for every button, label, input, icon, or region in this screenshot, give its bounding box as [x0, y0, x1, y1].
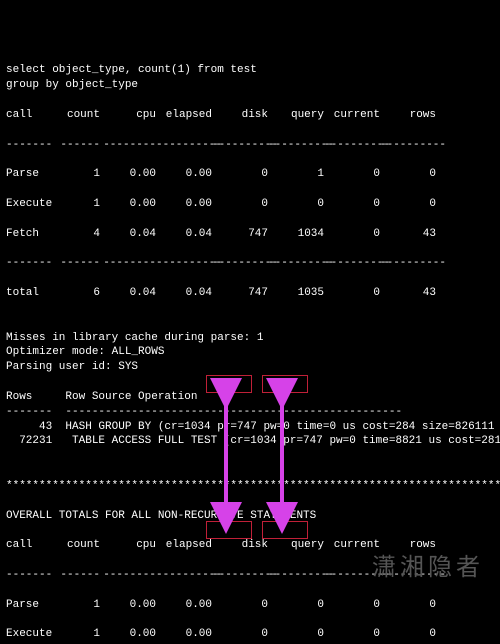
t1-exec: Execute10.000.000000: [6, 197, 494, 212]
watermark-signature: 潇湘隐者: [372, 552, 484, 584]
terminal-screen: { "sql":{"l1":"select object_type, count…: [0, 0, 500, 644]
t1-parse: Parse10.000.000100: [6, 167, 494, 182]
table1-header: callcountcpuelapseddiskquerycurrentrows: [6, 108, 494, 123]
rso-row-1: 43 HASH GROUP BY (cr=1034 pr=747 pw=0 ti…: [6, 421, 500, 433]
parsing-uid-line: Parsing user id: SYS: [6, 361, 138, 373]
rso-row-2: 72231 TABLE ACCESS FULL TEST (cr=1034 pr…: [6, 435, 500, 447]
t1-sep2: ----------------------------------------…: [6, 256, 494, 271]
t1-total: total60.040.047471035043: [6, 286, 494, 301]
table1-sep: ----------------------------------------…: [6, 138, 494, 153]
rso-title: Rows Row Source Operation: [6, 391, 197, 403]
rso-dash: ------- --------------------------------…: [6, 406, 402, 418]
optimizer-line: Optimizer mode: ALL_ROWS: [6, 346, 164, 358]
t1-fetch: Fetch40.040.047471034043: [6, 227, 494, 242]
section2-title: OVERALL TOTALS FOR ALL NON-RECURSIVE STA…: [6, 510, 316, 522]
star-sep-1: ****************************************…: [6, 480, 500, 492]
misses-line: Misses in library cache during parse: 1: [6, 332, 263, 344]
t2-exec: Execute10.000.000000: [6, 627, 494, 642]
sql-line-1: select object_type, count(1) from test: [6, 64, 257, 76]
t2-parse: Parse10.000.000000: [6, 598, 494, 613]
sql-line-2: group by object_type: [6, 79, 138, 91]
